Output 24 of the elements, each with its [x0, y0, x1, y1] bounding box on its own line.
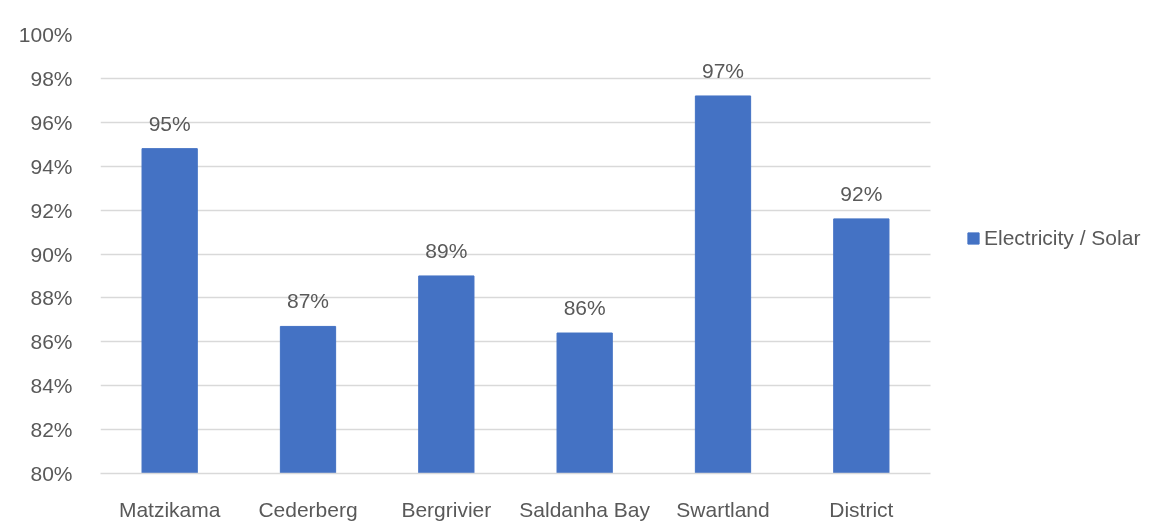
y-tick-label: 88%	[30, 286, 73, 310]
data-label: 92%	[840, 181, 883, 205]
x-tick-label: Saldanha Bay	[519, 497, 651, 521]
data-label: 97%	[701, 58, 745, 82]
data-label: 86%	[563, 296, 606, 320]
y-tick-label: 100%	[18, 23, 73, 46]
y-tick-label: 92%	[30, 198, 73, 222]
y-tick-label: 84%	[30, 374, 73, 398]
y-tick-label: 90%	[30, 242, 73, 266]
y-tick-label: 80%	[30, 462, 73, 485]
x-tick-label: Matzikama	[118, 497, 221, 521]
y-tick-label: 98%	[30, 66, 73, 90]
x-tick-label: Swartland	[676, 497, 770, 521]
data-label: 87%	[286, 289, 330, 313]
legend-label: Electricity / Solar	[984, 225, 1141, 250]
y-tick-label: 86%	[30, 330, 73, 354]
x-tick-label: Cederberg	[258, 497, 358, 521]
y-tick-label: 94%	[30, 154, 73, 178]
data-label: 95%	[148, 111, 191, 135]
x-tick-label: Bergrivier	[401, 497, 492, 521]
y-tick-label: 82%	[30, 418, 73, 442]
data-label: 89%	[425, 238, 468, 262]
y-tick-label: 96%	[30, 110, 73, 134]
x-tick-label: District	[829, 497, 894, 521]
